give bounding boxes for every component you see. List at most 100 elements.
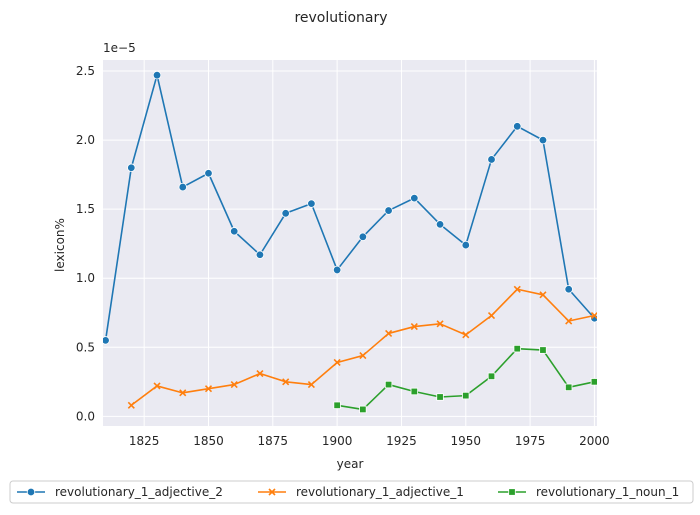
chart-title: revolutionary: [294, 10, 387, 26]
data-point-revolutionary_1_adjective_1-1890: [307, 381, 315, 389]
data-point-revolutionary_1_adjective_1-1840-stroke-b: [179, 389, 187, 397]
data-point-revolutionary_1_adjective_1-1890-stroke-b: [307, 381, 315, 389]
plot-area: 1825 1850 1875 1900 1925 1950 1975 2000 0.0 0.5 1.…: [76, 60, 610, 448]
data-point-revolutionary_1_adjective_2-1970: [513, 122, 522, 131]
legend-label-revolutionary_1_noun_1: revolutionary_1_noun_1: [536, 485, 679, 499]
data-point-revolutionary_1_adjective_2-1810: [103, 336, 110, 345]
data-point-revolutionary_1_adjective_1-1840: [179, 389, 187, 397]
data-point-revolutionary_1_adjective_2-1910: [358, 232, 368, 241]
data-point-revolutionary_1_adjective_1-1980: [539, 291, 547, 299]
data-point-revolutionary_1_adjective_1-1930: [410, 322, 418, 331]
data-point-revolutionary_1_adjective_1-1950: [462, 331, 470, 339]
data-point-revolutionary_1_adjective_2-1820: [127, 163, 136, 172]
data-point-revolutionary_1_adjective_2-1990: [564, 285, 573, 294]
x-tick-label: 1850: [193, 434, 224, 448]
legend-marker-revolutionary_1_noun_1: [508, 488, 516, 496]
data-point-revolutionary_1_adjective_1-1880-stroke-b: [282, 378, 290, 386]
data-point-revolutionary_1_adjective_1-1940: [436, 320, 444, 328]
legend-item-revolutionary_1_adjective_1: revolutionary_1_adjective_1: [258, 485, 464, 499]
data-point-revolutionary_1_noun_1-1900: [333, 401, 341, 409]
data-point-revolutionary_1_adjective_1-1930-stroke-b: [410, 322, 418, 331]
data-point-revolutionary_1_adjective_2-1980: [538, 135, 548, 145]
data-point-revolutionary_1_adjective_1-1830-stroke-b: [153, 382, 161, 390]
series-line-revolutionary_1_adjective_2: [104, 74, 596, 341]
y-tick-label: 1.5: [76, 202, 95, 216]
y-tick-label: 2.5: [76, 64, 95, 78]
x-tick-label: 1900: [322, 434, 353, 448]
data-point-revolutionary_1_adjective_2-1960: [487, 155, 496, 164]
data-point-revolutionary_1_adjective_1-1940-stroke-b: [436, 320, 444, 328]
legend-marker-revolutionary_1_adjective_1-stroke-b: [268, 488, 276, 496]
data-point-revolutionary_1_adjective_1-1960-stroke-b: [487, 311, 496, 320]
data-point-revolutionary_1_adjective_1-1900-stroke-b: [333, 358, 341, 367]
legend-label-revolutionary_1_adjective_1: revolutionary_1_adjective_1: [296, 485, 464, 499]
legend-label-revolutionary_1_adjective_2: revolutionary_1_adjective_2: [55, 485, 223, 499]
series-revolutionary_1_adjective_2: [103, 70, 597, 345]
x-tick-label: 1975: [515, 434, 546, 448]
data-point-revolutionary_1_adjective_1-1920: [385, 329, 393, 338]
data-point-revolutionary_1_adjective_2-1840: [178, 182, 187, 192]
data-point-revolutionary_1_adjective_2-1890: [307, 199, 316, 208]
y-tick-label: 1.0: [76, 271, 95, 285]
data-point-revolutionary_1_adjective_1-1960: [487, 311, 496, 320]
legend: revolutionary_1_adjective_2 revolutionary…: [9, 480, 694, 504]
data-point-revolutionary_1_noun_1-1990: [564, 383, 573, 392]
x-tick-label: 1875: [258, 434, 289, 448]
data-point-revolutionary_1_adjective_1-1990: [565, 317, 573, 325]
data-point-revolutionary_1_adjective_1-1970-stroke-b: [513, 285, 521, 293]
legend-marker-revolutionary_1_adjective_1: [268, 488, 276, 496]
data-point-revolutionary_1_adjective_1-1820: [127, 401, 135, 409]
data-point-revolutionary_1_adjective_1-1990-stroke-b: [565, 317, 573, 325]
data-point-revolutionary_1_adjective_1-1850-stroke-b: [204, 385, 213, 393]
data-point-revolutionary_1_adjective_1-1870-stroke-b: [256, 369, 264, 378]
data-point-revolutionary_1_adjective_1-1860-stroke-b: [230, 381, 238, 389]
series-revolutionary_1_adjective_1: [127, 285, 597, 409]
data-point-revolutionary_1_adjective_2-1880: [281, 209, 290, 218]
data-point-revolutionary_1_adjective_1-1910: [359, 351, 367, 360]
y-tick-label: 0.0: [76, 409, 95, 423]
data-point-revolutionary_1_adjective_1-1970: [513, 285, 521, 293]
y-tick-label: 0.5: [76, 340, 95, 354]
x-tick-label: 1825: [129, 434, 160, 448]
data-point-revolutionary_1_adjective_2-1870: [255, 250, 265, 259]
data-point-revolutionary_1_adjective_2-1950: [461, 240, 470, 250]
data-point-revolutionary_1_noun_1-2000: [590, 378, 597, 386]
data-point-revolutionary_1_adjective_1-1950-stroke-b: [462, 331, 470, 339]
series-revolutionary_1_noun_1: [333, 344, 597, 414]
data-point-revolutionary_1_adjective_2-1930: [410, 193, 419, 203]
data-point-revolutionary_1_adjective_1-1860: [230, 381, 238, 389]
data-point-revolutionary_1_noun_1-1920: [384, 380, 393, 389]
data-point-revolutionary_1_adjective_1-2000: [590, 311, 597, 320]
data-point-revolutionary_1_adjective_2-1830: [152, 70, 162, 80]
data-point-revolutionary_1_adjective_2-1850: [204, 169, 213, 178]
legend-item-revolutionary_1_noun_1: revolutionary_1_noun_1: [498, 485, 679, 499]
data-point-revolutionary_1_adjective_2-1900: [332, 265, 342, 275]
data-point-revolutionary_1_adjective_1-1850: [204, 385, 213, 393]
legend-frame: [9, 480, 694, 504]
y-axis-label: lexicon%: [53, 218, 67, 272]
data-point-revolutionary_1_adjective_1-2000-stroke-b: [590, 311, 597, 320]
x-tick-label: 1925: [386, 434, 417, 448]
data-point-revolutionary_1_noun_1-1930: [410, 387, 419, 396]
series-layer: [103, 70, 597, 414]
data-point-revolutionary_1_adjective_2-1920: [384, 206, 393, 215]
data-point-revolutionary_1_adjective_1-1910-stroke-b: [359, 351, 367, 360]
x-tick-label: 1950: [451, 434, 482, 448]
data-point-revolutionary_1_adjective_1-1920-stroke-b: [385, 329, 393, 338]
plot-background: [103, 60, 597, 426]
data-point-revolutionary_1_adjective_1-1870: [256, 369, 264, 378]
data-point-revolutionary_1_noun_1-1960: [487, 372, 496, 380]
data-point-revolutionary_1_noun_1-1970: [513, 344, 521, 353]
x-tick-label: 2000: [579, 434, 610, 448]
data-point-revolutionary_1_adjective_1-1830: [153, 382, 161, 390]
data-point-revolutionary_1_adjective_2-1940: [435, 220, 445, 229]
legend-item-revolutionary_1_adjective_2: revolutionary_1_adjective_2: [17, 485, 223, 499]
data-point-revolutionary_1_noun_1-1950: [462, 391, 470, 400]
data-point-revolutionary_1_adjective_2-1860: [230, 227, 239, 236]
data-point-revolutionary_1_noun_1-1940: [436, 393, 444, 401]
x-axis-label: year: [337, 457, 364, 471]
legend-marker-revolutionary_1_adjective_2: [26, 487, 36, 497]
y-scale-label: 1e−5: [103, 41, 136, 55]
data-point-revolutionary_1_noun_1-1910: [359, 405, 367, 414]
